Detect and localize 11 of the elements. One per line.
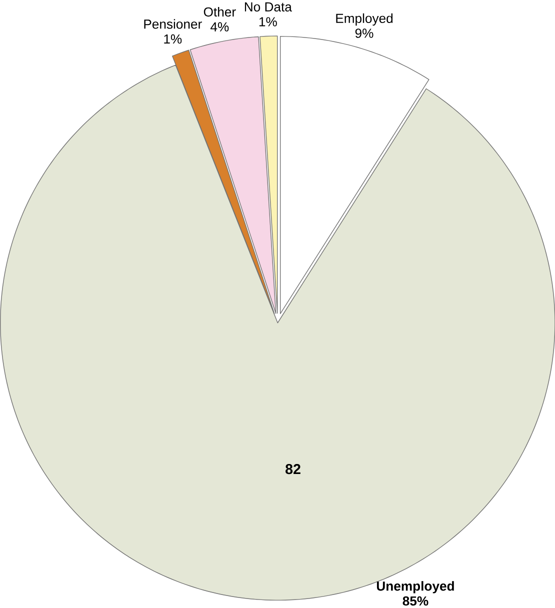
text: 82: [285, 464, 300, 474]
slice-label: Employed: [336, 13, 392, 26]
slice-label: Pensioner: [144, 19, 202, 29]
slice-label: No Data: [244, 2, 292, 12]
data-label: 1%: [259, 17, 277, 26]
slice-label: Unemployed: [376, 581, 454, 594]
data-label: 1%: [164, 34, 182, 44]
slice-label: Other: [204, 6, 236, 17]
data-label: 4%: [210, 22, 228, 32]
data-label: 85%: [402, 596, 428, 606]
data-label: 9%: [355, 28, 374, 38]
